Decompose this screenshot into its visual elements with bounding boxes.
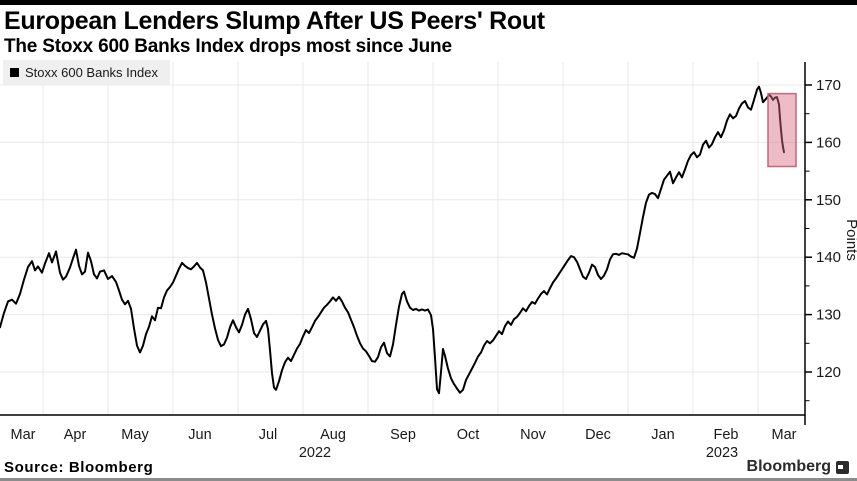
- series-line: [0, 85, 785, 395]
- x-month-label: Aug: [320, 427, 346, 443]
- bloomberg-logo-text: Bloomberg: [746, 458, 831, 475]
- y-tick-label: 160: [816, 134, 841, 151]
- x-month-label: Jan: [651, 427, 674, 443]
- chart-subtitle: The Stoxx 600 Banks Index drops most sin…: [4, 36, 452, 57]
- bottom-border: [0, 478, 857, 481]
- x-year-label: 2022: [299, 445, 331, 461]
- x-month-label: Apr: [64, 427, 87, 443]
- y-tick-label: 130: [816, 307, 841, 324]
- x-month-label: Jun: [188, 427, 211, 443]
- x-month-label: Mar: [11, 427, 36, 443]
- y-tick-label: 150: [816, 192, 841, 209]
- legend-marker-icon: [10, 68, 19, 77]
- legend-label: Stoxx 600 Banks Index: [25, 65, 158, 80]
- x-month-label: Oct: [457, 427, 480, 443]
- x-month-label: Dec: [585, 427, 611, 443]
- y-tick-label: 120: [816, 364, 841, 381]
- x-month-label: Mar: [772, 427, 797, 443]
- y-tick-label: 170: [816, 77, 841, 94]
- highlight-box: [767, 92, 797, 168]
- x-month-label: May: [121, 427, 149, 443]
- y-tick-label: 140: [816, 249, 841, 266]
- x-month-label: Jul: [259, 427, 278, 443]
- top-accent-bar: [0, 0, 857, 5]
- source-note: Source: Bloomberg: [4, 459, 154, 476]
- x-month-label: Nov: [520, 427, 547, 443]
- legend: Stoxx 600 Banks Index: [3, 60, 170, 85]
- chart-title: European Lenders Slump After US Peers' R…: [4, 7, 545, 35]
- bloomberg-logo: Bloomberg: [747, 458, 849, 476]
- bloomberg-mark-icon: [836, 460, 849, 474]
- x-month-label: Sep: [390, 427, 416, 443]
- x-month-label: Feb: [714, 427, 739, 443]
- x-year-label: 2023: [706, 445, 738, 461]
- y-axis-title: Points: [843, 219, 857, 261]
